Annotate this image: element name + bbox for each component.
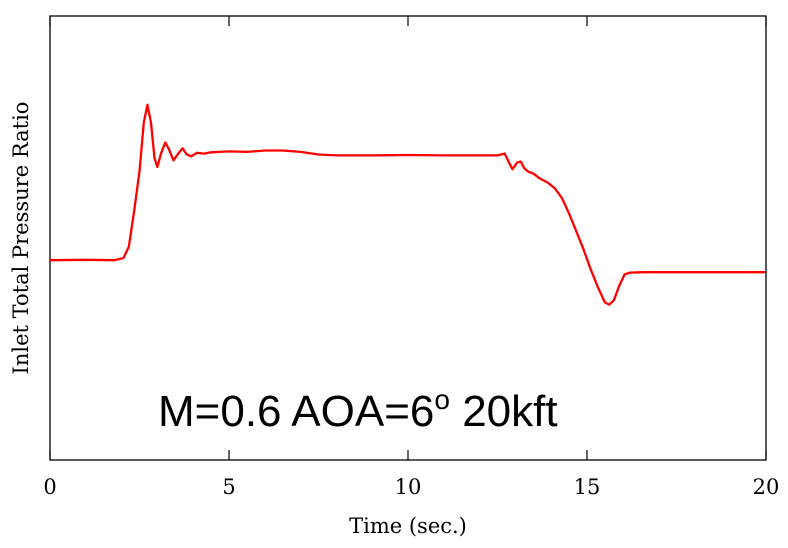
x-tick-label-1: 5	[222, 475, 235, 499]
annotation-superscript: o	[434, 384, 450, 415]
y-axis-label: Inlet Total Pressure Ratio	[9, 102, 33, 375]
annotation-tail: 20kft	[450, 387, 558, 436]
x-tick-label-3: 15	[574, 475, 601, 499]
chart-annotation: M=0.6 AOA=6o 20kft	[158, 384, 558, 436]
series-line	[49, 103, 766, 306]
x-axis-label: Time (sec.)	[349, 514, 467, 538]
annotation-main: M=0.6 AOA=6	[158, 387, 434, 436]
x-tick-label-4: 20	[753, 475, 780, 499]
x-tick-label-2: 10	[395, 475, 422, 499]
x-ticks	[49, 16, 767, 460]
x-tick-label-0: 0	[43, 475, 56, 499]
x-tick-labels: 0 5 10 15 20	[43, 475, 779, 499]
